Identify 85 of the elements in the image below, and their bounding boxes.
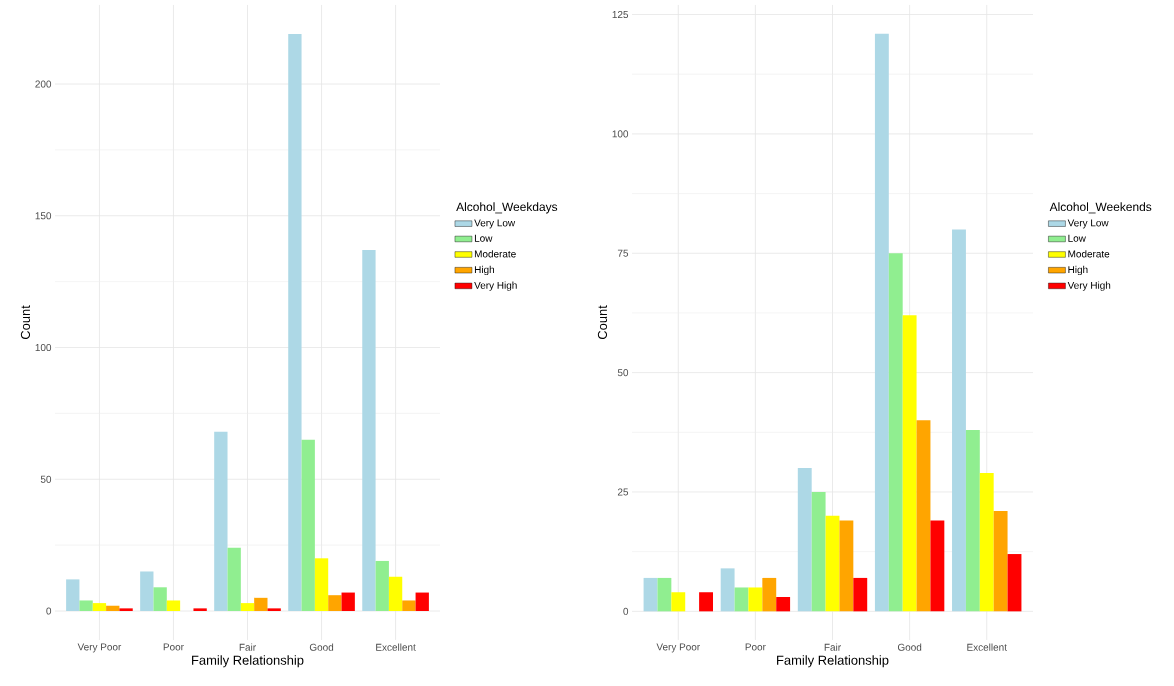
bar bbox=[930, 520, 945, 612]
x-axis-title: Family Relationship bbox=[192, 655, 304, 668]
x-tick-label: Excellent bbox=[376, 643, 416, 651]
x-tick-label: Fair bbox=[239, 643, 256, 651]
bar bbox=[993, 511, 1008, 612]
bar bbox=[415, 592, 429, 611]
legend-label: Moderate bbox=[474, 250, 516, 258]
legend-label: High bbox=[474, 265, 494, 276]
bar bbox=[140, 571, 154, 611]
bar bbox=[979, 472, 994, 612]
bar bbox=[254, 597, 268, 611]
bar bbox=[240, 603, 255, 611]
y-tick-label: 25 bbox=[617, 488, 629, 496]
bar bbox=[888, 253, 903, 612]
bar bbox=[227, 547, 241, 611]
bar bbox=[301, 439, 315, 611]
x-tick-label: Excellent bbox=[967, 643, 1007, 651]
bar bbox=[388, 576, 403, 611]
y-tick-label: 125 bbox=[612, 11, 629, 19]
bar bbox=[119, 608, 133, 611]
bar bbox=[79, 600, 93, 611]
bar bbox=[699, 592, 713, 612]
bar bbox=[375, 560, 389, 611]
bar bbox=[657, 577, 672, 612]
legend-label: Very High bbox=[1067, 281, 1111, 291]
legend-title: Alcohol_Weekends bbox=[1049, 202, 1152, 214]
bar bbox=[762, 577, 777, 612]
bar bbox=[92, 603, 107, 611]
y-tick-label: 75 bbox=[617, 249, 629, 257]
bar bbox=[193, 608, 207, 611]
legend-label: Low bbox=[1068, 234, 1086, 242]
bar bbox=[853, 577, 868, 612]
bar bbox=[965, 429, 980, 612]
bar bbox=[328, 595, 342, 611]
bar bbox=[825, 515, 840, 612]
y-axis-title: Count bbox=[20, 305, 31, 340]
bar bbox=[402, 600, 416, 611]
bar bbox=[166, 600, 181, 611]
bar bbox=[811, 491, 826, 612]
bar bbox=[314, 558, 329, 611]
y-axis-title: Count bbox=[597, 305, 608, 340]
y-tick-label: 100 bbox=[612, 130, 629, 138]
y-tick-label: 0 bbox=[623, 607, 629, 615]
bar bbox=[153, 587, 167, 611]
x-tick-label: Very Poor bbox=[77, 643, 122, 653]
bar bbox=[776, 597, 791, 612]
y-tick-label: 0 bbox=[46, 607, 52, 615]
y-tick-label: 50 bbox=[40, 475, 52, 483]
x-tick-label: Good bbox=[897, 643, 922, 651]
legend-label: Very High bbox=[474, 281, 517, 291]
legend-label: Very Low bbox=[1067, 219, 1109, 229]
y-tick-label: 150 bbox=[35, 212, 52, 220]
legend-label: High bbox=[1068, 265, 1088, 276]
bar bbox=[720, 568, 735, 612]
bar bbox=[839, 520, 854, 612]
legend-title: Alcohol_Weekdays bbox=[456, 202, 558, 214]
x-tick-label: Fair bbox=[824, 643, 841, 651]
bar bbox=[643, 577, 658, 612]
bar bbox=[214, 431, 228, 611]
x-tick-label: Very Poor bbox=[656, 643, 700, 653]
x-tick-label: Poor bbox=[163, 643, 184, 651]
y-tick-label: 200 bbox=[35, 80, 52, 88]
bar bbox=[267, 608, 281, 611]
bar bbox=[341, 592, 355, 611]
bar bbox=[916, 420, 931, 612]
y-tick-label: 100 bbox=[35, 343, 52, 352]
bar bbox=[797, 468, 812, 612]
bar bbox=[106, 605, 120, 611]
bar bbox=[734, 587, 749, 612]
x-axis-title: Family Relationship bbox=[777, 655, 889, 668]
x-tick-label: Good bbox=[309, 643, 334, 651]
legend-label: Moderate bbox=[1068, 250, 1110, 258]
bar bbox=[748, 587, 763, 612]
bar bbox=[1007, 554, 1022, 612]
bar bbox=[288, 33, 302, 611]
legend-label: Very Low bbox=[474, 219, 516, 229]
bar bbox=[874, 33, 889, 612]
bar bbox=[671, 592, 686, 612]
y-tick-label: 50 bbox=[617, 369, 629, 377]
bar bbox=[952, 229, 966, 612]
x-tick-label: Poor bbox=[745, 643, 766, 651]
bar bbox=[362, 250, 376, 611]
legend-label: Low bbox=[474, 234, 493, 242]
bar bbox=[902, 315, 917, 612]
bar bbox=[66, 579, 80, 611]
